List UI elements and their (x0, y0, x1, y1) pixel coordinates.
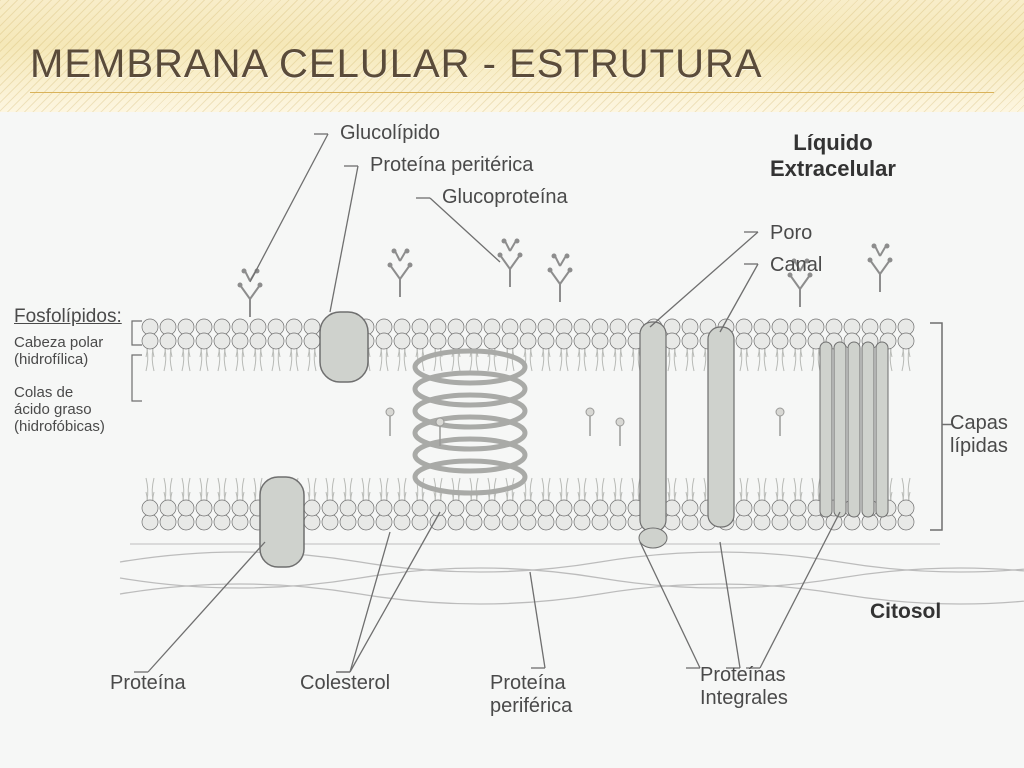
label-fatty_tails: Colas de ácido graso (hidrofóbicas) (14, 384, 105, 435)
label-peritheric: Proteína peritérica (370, 154, 533, 177)
title-rule (30, 92, 994, 93)
label-phospholipids_header: Fosfolípidos: (14, 306, 122, 328)
label-lipid_layers: Capas lípidas (950, 412, 1008, 458)
label-peripheral: Proteína periférica (490, 672, 572, 718)
label-glucolipid: Glucolípido (340, 122, 440, 145)
label-cytosol: Citosol (870, 600, 941, 624)
label-channel: Canal (770, 254, 822, 277)
diagram-area: Líquido Extracelular Glucolípido Proteína … (0, 112, 1024, 768)
label-pore: Poro (770, 222, 812, 245)
label-protein: Proteína (110, 672, 186, 695)
label-polar_head: Cabeza polar (hidrofílica) (14, 334, 103, 368)
label-glycoprotein: Glucoproteína (442, 186, 568, 209)
slide: MEMBRANA CELULAR - ESTRUTURA Líquido Ext… (0, 0, 1024, 768)
slide-title: MEMBRANA CELULAR - ESTRUTURA (30, 42, 763, 87)
label-integral: Proteínas Integrales (700, 664, 788, 710)
label-extracellular: Líquido Extracelular (770, 130, 896, 182)
membrane-diagram (0, 112, 1024, 768)
label-cholesterol: Colesterol (300, 672, 390, 695)
